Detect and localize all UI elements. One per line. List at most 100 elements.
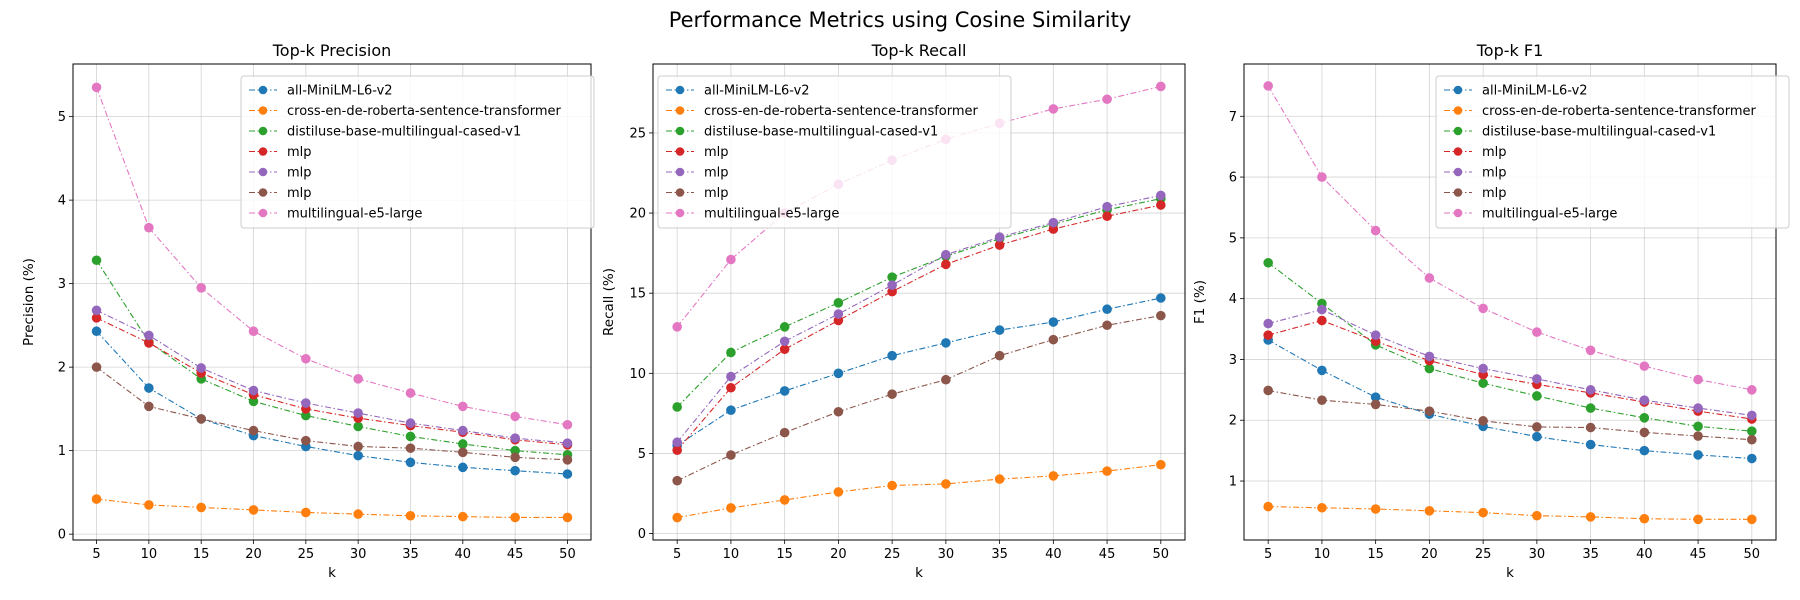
legend-marker: [1453, 85, 1463, 95]
data-point: [941, 249, 951, 260]
data-point: [779, 336, 790, 347]
data-point: [144, 330, 154, 341]
series-line: [96, 330, 568, 475]
series-line: [676, 204, 1161, 451]
data-point: [1102, 94, 1112, 105]
legend-label: mlp: [704, 145, 729, 160]
legend-label: mlp: [704, 166, 729, 181]
legend-item: mlp: [666, 186, 729, 201]
data-point: [1263, 330, 1273, 340]
data-point: [1048, 471, 1059, 481]
legend-item: all-MiniLM-L6-v2: [666, 84, 810, 99]
data-point: [779, 495, 790, 505]
legend-box: [1435, 75, 1790, 229]
data-point: [1424, 273, 1435, 283]
data-point: [994, 474, 1005, 484]
legend-item: mlp: [1444, 166, 1507, 181]
data-point: [248, 385, 259, 396]
x-tick-label: 30: [938, 547, 955, 562]
x-tick-label: 5: [92, 547, 100, 562]
data-point: [1478, 416, 1488, 426]
data-point: [672, 475, 682, 486]
x-tick-label: 5: [673, 547, 681, 562]
data-point: [144, 401, 154, 412]
data-point: [1156, 310, 1166, 321]
data-point: [941, 479, 951, 489]
data-point: [994, 325, 1005, 335]
data-point: [1263, 81, 1273, 91]
data-point: [672, 402, 682, 412]
data-point: [887, 272, 897, 282]
data-point: [833, 368, 844, 379]
data-point: [353, 450, 363, 461]
legend-item: mlp: [249, 166, 312, 181]
data-point: [510, 433, 520, 443]
data-point: [994, 232, 1005, 242]
data-point: [405, 443, 416, 453]
data-point: [726, 450, 736, 460]
data-point: [1693, 514, 1703, 525]
y-tick-label: 2: [1229, 414, 1237, 429]
data-point: [301, 507, 311, 518]
x-tick-label: 20: [830, 547, 847, 562]
legend-marker: [1453, 188, 1463, 197]
data-point: [510, 465, 520, 476]
legend-label: all-MiniLM-L6-v2: [1482, 84, 1588, 99]
data-point: [726, 371, 736, 382]
series-line: [96, 259, 568, 456]
y-tick-label: 0: [638, 527, 646, 542]
legend-label: all-MiniLM-L6-v2: [704, 84, 810, 99]
legend-marker: [1453, 106, 1463, 115]
y-tick-label: 20: [629, 207, 646, 222]
data-point: [510, 452, 520, 463]
data-point: [1585, 439, 1596, 450]
legend-marker: [675, 147, 685, 156]
series-line: [1268, 506, 1752, 520]
data-point: [1263, 318, 1273, 329]
x-tick-label: 5: [1264, 547, 1272, 562]
data-point: [1532, 510, 1542, 521]
y-tick-label: 15: [629, 287, 646, 302]
legend-item: mlp: [666, 166, 729, 181]
legend-label: mlp: [1482, 145, 1507, 160]
data-point: [510, 512, 520, 523]
x-tick-label: 20: [245, 547, 262, 562]
legend-item: cross-en-de-roberta-sentence-transformer: [249, 104, 562, 119]
data-point: [1424, 363, 1435, 374]
x-tick-label: 20: [1421, 547, 1438, 562]
data-point: [510, 411, 520, 422]
data-point: [562, 419, 573, 430]
data-point: [144, 383, 154, 393]
legend-item: cross-en-de-roberta-sentence-transformer: [666, 104, 979, 119]
x-tick-label: 30: [350, 547, 367, 562]
x-tick-label: 50: [559, 547, 576, 562]
data-point: [1370, 399, 1381, 410]
y-axis-label: Recall (%): [601, 268, 617, 336]
data-point: [458, 425, 468, 436]
data-point: [248, 425, 259, 436]
x-tick-label: 25: [884, 547, 901, 562]
legend-label: distiluse-base-multilingual-cased-v1: [1482, 125, 1716, 140]
data-point: [1156, 81, 1166, 92]
data-point: [301, 435, 311, 446]
data-point: [779, 427, 790, 438]
series-group: [1263, 81, 1757, 525]
data-point: [1747, 514, 1757, 525]
axes-frame: [1243, 63, 1777, 541]
data-point: [941, 259, 951, 270]
data-point: [405, 418, 416, 428]
legend-item: mlp: [249, 145, 312, 160]
data-point: [1102, 201, 1112, 212]
legend-item: mlp: [1444, 145, 1507, 160]
data-point: [1317, 172, 1327, 182]
data-point: [1048, 334, 1059, 345]
series-line: [676, 297, 1161, 446]
x-axis-label: k: [1506, 565, 1514, 581]
data-point: [353, 374, 363, 384]
y-axis-label: F1 (%): [1192, 280, 1208, 324]
data-point: [144, 222, 154, 233]
legend-marker: [258, 106, 268, 115]
chart-title: Top-k Precision: [272, 41, 392, 60]
